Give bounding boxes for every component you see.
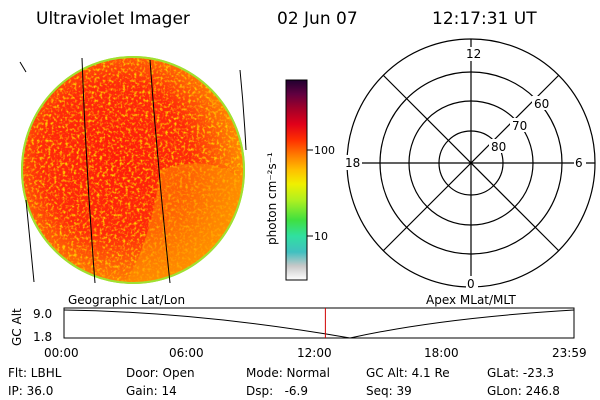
gc-alt-axis-title: GC Alt <box>10 308 24 346</box>
status-gc-alt: GC Alt: 4.1 Re <box>366 366 450 380</box>
status-glon: GLon: 246.8 <box>487 384 560 398</box>
mlat-label-60: 60 <box>534 97 549 111</box>
colorbar-unit-label: photon cm⁻²s⁻¹ <box>265 152 279 245</box>
color-bar: 100 10 photon cm⁻²s⁻¹ <box>265 79 335 281</box>
status-gain: Gain: 14 <box>126 384 177 398</box>
mlat-label-70: 70 <box>512 119 527 133</box>
status-mode: Mode: Normal <box>246 366 330 380</box>
instrument-title: Ultraviolet Imager <box>36 9 190 29</box>
status-filter: Flt: LBHL <box>8 366 62 380</box>
colorbar-tick-100: 100 <box>314 144 335 157</box>
y-tick-1-8: 1.8 <box>33 330 52 344</box>
image-date: 02 Jun 07 <box>277 9 358 29</box>
status-dsp: Dsp: -6.9 <box>246 384 308 398</box>
status-door: Door: Open <box>126 366 195 380</box>
x-tick-2359: 23:59 <box>552 346 587 360</box>
colorbar-tick-10: 10 <box>314 230 328 243</box>
x-tick-00: 00:00 <box>44 346 79 360</box>
status-panel: Flt: LBHL IP: 36.0 Door: Open Gain: 14 M… <box>8 366 560 398</box>
timeline-plot <box>63 307 575 339</box>
geographic-label: Geographic Lat/Lon <box>68 293 185 307</box>
x-tick-06: 06:00 <box>169 346 204 360</box>
image-time: 12:17:31 UT <box>432 9 537 29</box>
status-seq: Seq: 39 <box>366 384 412 398</box>
mlt-label-12: 12 <box>466 47 481 61</box>
mlt-label-6: 6 <box>575 156 583 170</box>
status-ip: IP: 36.0 <box>8 384 53 398</box>
geographic-grid-lines <box>19 57 247 284</box>
x-tick-18: 18:00 <box>424 346 459 360</box>
apex-label: Apex MLat/MLT <box>426 293 516 307</box>
auroral-image <box>21 56 245 284</box>
polar-plot <box>346 38 596 288</box>
mlat-label-80: 80 <box>491 140 506 154</box>
mlt-label-18: 18 <box>345 156 360 170</box>
y-tick-9: 9.0 <box>33 307 52 321</box>
status-glat: GLat: -23.3 <box>487 366 554 380</box>
mlt-label-0: 0 <box>467 277 475 291</box>
x-tick-12: 12:00 <box>297 346 332 360</box>
